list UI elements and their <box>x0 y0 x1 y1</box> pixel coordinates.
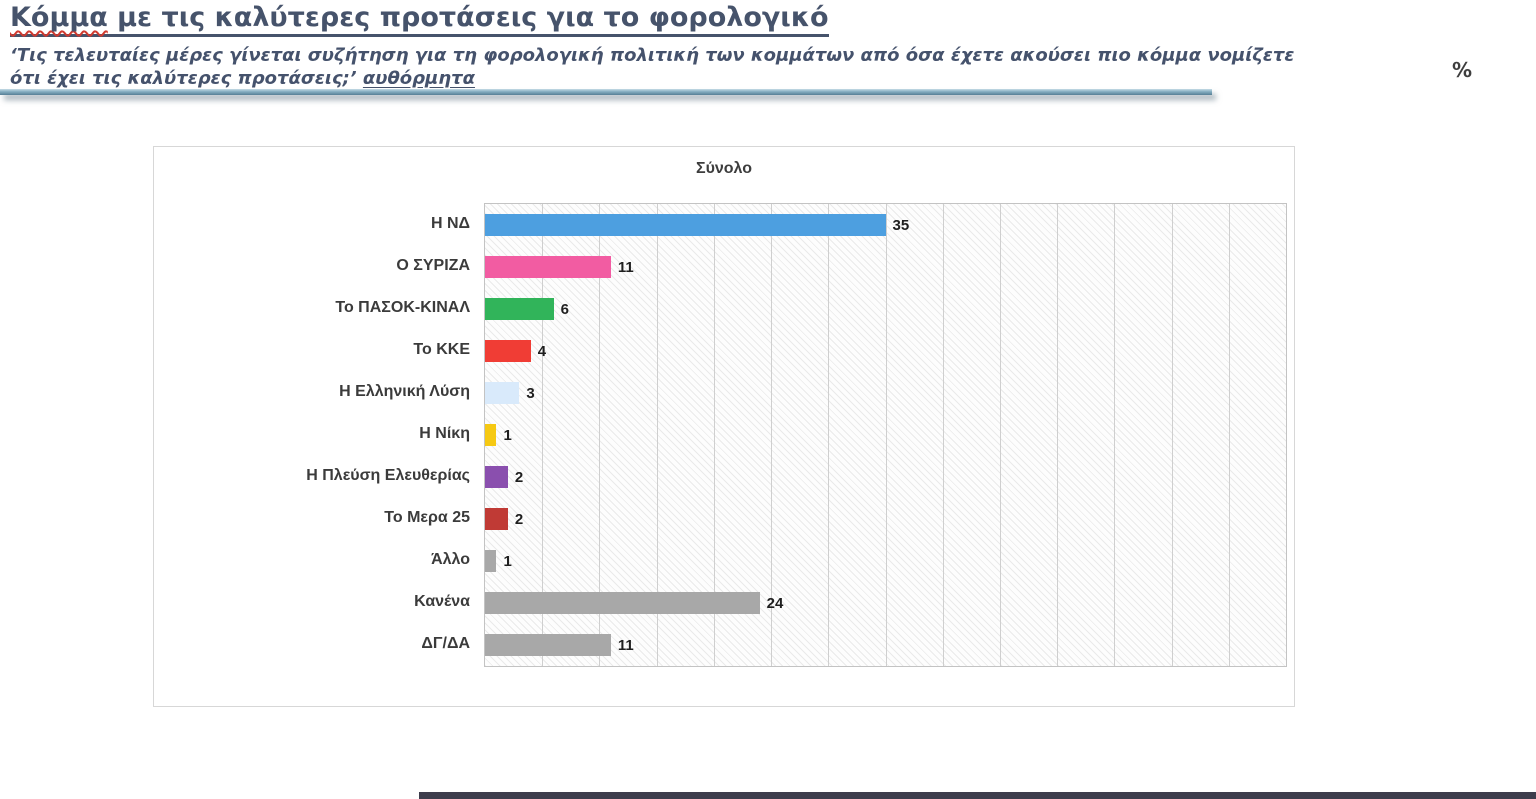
subtitle-method: αυθόρμητα <box>362 68 475 89</box>
category-label: Η Ελληνική Λύση <box>339 383 470 400</box>
bar-row: 24 <box>485 582 1286 624</box>
bar <box>485 550 497 572</box>
bar-row: 3 <box>485 372 1286 414</box>
bar <box>485 382 520 404</box>
category-label: Κανένα <box>414 593 470 610</box>
bar-row: 35 <box>485 204 1286 246</box>
category-labels: Η ΝΔ Ο ΣΥΡΙΖΑ Το ΠΑΣΟΚ-ΚΙΝΑΛ Το ΚΚΕ Η Ελληνι… <box>154 203 470 665</box>
gridline <box>999 204 1001 666</box>
bar-row: 4 <box>485 330 1286 372</box>
bar-row: 6 <box>485 288 1286 330</box>
bar <box>485 592 760 614</box>
value-label: 2 <box>514 510 524 528</box>
bar <box>485 508 508 530</box>
plot-area: 35 11 6 4 3 1 2 2 1 24 11 <box>484 203 1287 667</box>
bottom-strip <box>419 792 1536 799</box>
gridline <box>1114 204 1116 666</box>
page-title: Κόμμα με τις καλύτερες προτάσεις για το … <box>10 2 829 37</box>
chart-box: Σύνολο Η ΝΔ Ο ΣΥΡΙΖΑ Το ΠΑΣΟΚ-ΚΙΝΑΛ Το ΚΚΕ Η… <box>153 146 1295 707</box>
category-label: Το ΠΑΣΟΚ-ΚΙΝΑΛ <box>335 299 470 316</box>
gridline <box>656 204 658 666</box>
value-label: 6 <box>560 300 569 318</box>
value-label: 1 <box>503 426 512 444</box>
gridline <box>1228 204 1230 666</box>
value-label: 2 <box>514 468 524 486</box>
subtitle-line2-text: ότι έχει τις καλύτερες προτάσεις;’ <box>10 68 363 89</box>
category-label: Η ΝΔ <box>430 215 470 232</box>
subtitle-line1: ‘Τις τελευταίες μέρες γίνεται συζήτηση γ… <box>10 45 1295 66</box>
gridline <box>771 204 773 666</box>
bar <box>485 298 554 320</box>
value-label: 4 <box>537 342 547 360</box>
decorative-rule <box>0 89 1212 95</box>
bar-row: 2 <box>485 498 1286 540</box>
gridline <box>942 204 944 666</box>
bar <box>485 340 531 362</box>
bar-row: 2 <box>485 456 1286 498</box>
subtitle: ‘Τις τελευταίες μέρες γίνεται συζήτηση γ… <box>10 44 1294 90</box>
gridline <box>885 204 887 666</box>
bar-row: 1 <box>485 540 1286 582</box>
bar-rows: 35 11 6 4 3 1 2 2 1 24 11 <box>485 204 1286 666</box>
category-label: Άλλο <box>431 551 470 568</box>
bar <box>485 466 508 488</box>
category-label: Ο ΣΥΡΙΖΑ <box>396 257 470 274</box>
value-label: 35 <box>892 216 910 234</box>
value-label: 1 <box>503 552 512 570</box>
category-label: Η Νίκη <box>419 425 470 442</box>
gridline <box>1057 204 1059 666</box>
gridline <box>828 204 830 666</box>
bar <box>485 214 886 236</box>
bar <box>485 634 611 656</box>
category-label: Η Πλεύση Ελευθερίας <box>306 467 470 484</box>
value-label: 3 <box>526 384 535 402</box>
gridline <box>599 204 601 666</box>
value-label: 24 <box>766 594 784 612</box>
bar <box>485 256 611 278</box>
value-label: 11 <box>617 636 634 654</box>
subtitle-line2: ότι έχει τις καλύτερες προτάσεις;’ αυθόρ… <box>10 67 1294 90</box>
value-label: 11 <box>617 258 634 276</box>
percent-label: % <box>1452 58 1473 82</box>
gridline <box>1171 204 1173 666</box>
gridline <box>542 204 544 666</box>
page-title-rest: με τις καλύτερες προτάσεις για το φορολο… <box>107 2 829 33</box>
category-label: Το Μερα 25 <box>384 509 470 526</box>
bar-row: 1 <box>485 414 1286 456</box>
bar-row: 11 <box>485 624 1286 666</box>
category-label: Το ΚΚΕ <box>413 341 470 358</box>
gridline <box>713 204 715 666</box>
chart-title: Σύνολο <box>695 160 753 177</box>
category-label: ΔΓ/ΔΑ <box>421 635 470 652</box>
bar <box>485 424 497 446</box>
page-title-word: Κόμμα <box>10 2 108 33</box>
bar-row: 11 <box>485 246 1286 288</box>
